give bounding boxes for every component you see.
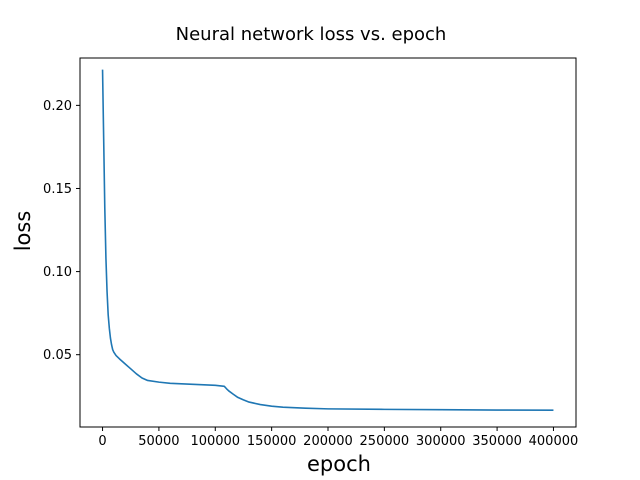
x-tick-label: 150000 — [247, 434, 297, 449]
y-axis-ticks: 0.05 0.10 0.15 0.20 — [43, 99, 80, 363]
x-tick-label: 0 — [98, 434, 106, 449]
y-tick-label: 0.20 — [43, 99, 72, 114]
x-tick-label: 350000 — [472, 434, 522, 449]
y-axis-label: loss — [11, 211, 35, 252]
x-tick-label: 300000 — [416, 434, 466, 449]
x-tick-label: 100000 — [190, 434, 240, 449]
x-axis-label: epoch — [307, 452, 371, 476]
x-tick-label: 400000 — [529, 434, 579, 449]
x-tick-label: 50000 — [138, 434, 179, 449]
loss-series-line — [101, 69, 554, 412]
y-tick-label: 0.05 — [43, 348, 72, 363]
plot-area — [101, 69, 554, 412]
x-tick-label: 250000 — [360, 434, 410, 449]
chart-title: Neural network loss vs. epoch — [176, 24, 447, 45]
x-tick-label: 200000 — [303, 434, 353, 449]
y-tick-label: 0.10 — [43, 265, 72, 280]
x-axis-ticks: 0 50000 100000 150000 200000 250000 300000 3500… — [98, 427, 578, 449]
y-tick-label: 0.15 — [43, 182, 72, 197]
